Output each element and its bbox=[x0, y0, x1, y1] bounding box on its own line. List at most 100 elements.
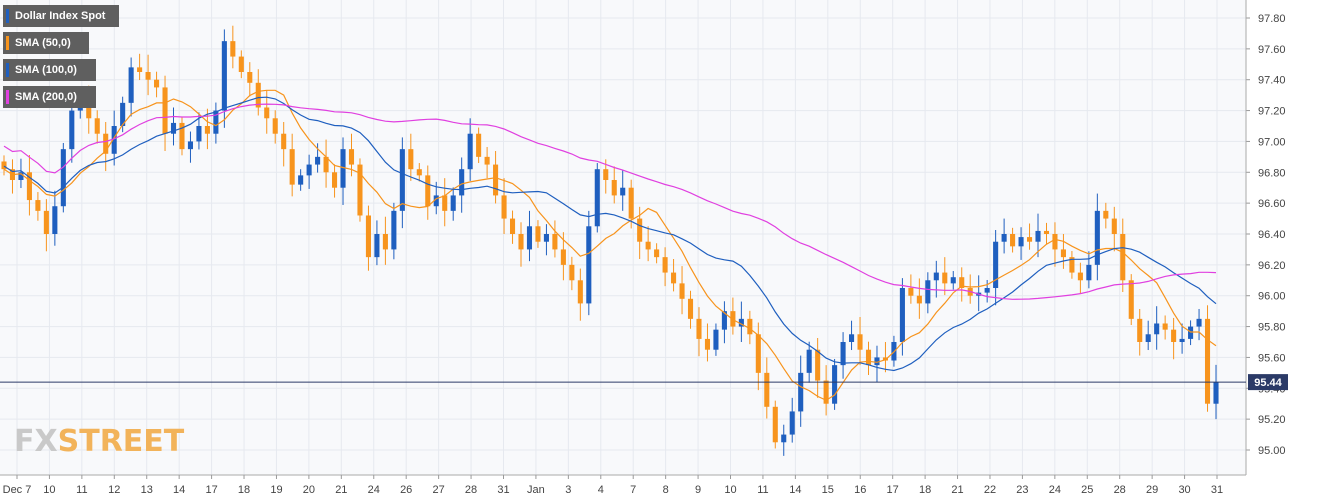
candle-body bbox=[713, 329, 719, 350]
current-price-marker: 95.44 bbox=[0, 374, 1288, 391]
candle-body bbox=[315, 156, 321, 165]
candle-body bbox=[162, 87, 168, 134]
candle-body bbox=[357, 164, 363, 216]
candle-body bbox=[772, 406, 778, 443]
legend-sma-100: SMA (100,0) bbox=[3, 59, 96, 81]
legend-swatch bbox=[6, 9, 9, 23]
candle-body bbox=[281, 133, 287, 150]
x-tick-label: 12 bbox=[108, 484, 120, 496]
legend-swatch bbox=[6, 63, 9, 77]
candle-body bbox=[1026, 237, 1033, 242]
x-tick-label: 9 bbox=[695, 484, 701, 496]
x-tick-label: 10 bbox=[43, 484, 55, 496]
candle-body bbox=[1120, 234, 1126, 281]
x-tick-label: 24 bbox=[1049, 484, 1061, 496]
candle-body bbox=[1128, 280, 1134, 319]
x-tick-label: 31 bbox=[1211, 484, 1223, 496]
candle-body bbox=[950, 277, 956, 284]
y-axis: 97.80 97.60 97.40 97.20 97.00 96.80 96.60 96.40… bbox=[1245, 0, 1286, 475]
x-tick-label: 14 bbox=[789, 484, 801, 496]
y-tick-label: 97.40 bbox=[1258, 75, 1286, 87]
candle-body bbox=[196, 126, 202, 142]
candle-body bbox=[662, 257, 668, 273]
x-tick-label: 7 bbox=[630, 484, 636, 496]
candle-body bbox=[86, 102, 92, 119]
y-tick-label: 96.00 bbox=[1258, 291, 1286, 303]
candle-body bbox=[925, 280, 931, 304]
candle-body bbox=[35, 200, 41, 211]
candle-body bbox=[1043, 230, 1050, 234]
candle-body bbox=[120, 102, 126, 126]
candle-body bbox=[1137, 318, 1143, 342]
logo-fx: FX bbox=[14, 424, 58, 459]
candle-body bbox=[738, 318, 744, 327]
candle-body bbox=[365, 215, 371, 258]
legend-label: SMA (200,0) bbox=[15, 91, 77, 103]
legend-label: Dollar Index Spot bbox=[15, 10, 106, 22]
candle-body bbox=[230, 41, 236, 57]
candle-body bbox=[798, 372, 804, 412]
candle-body bbox=[1103, 210, 1109, 219]
candle-body bbox=[933, 272, 939, 281]
candle-body bbox=[1145, 334, 1151, 342]
candle-body bbox=[1204, 318, 1211, 404]
x-tick-label: 17 bbox=[205, 484, 217, 496]
y-tick-label: 97.00 bbox=[1258, 136, 1286, 148]
candle-body bbox=[1154, 323, 1160, 335]
candle-body bbox=[145, 72, 151, 80]
candle-body bbox=[1111, 218, 1117, 234]
candle-body bbox=[501, 195, 507, 219]
candle-body bbox=[154, 79, 160, 88]
x-tick-label: 4 bbox=[598, 484, 604, 496]
candle-body bbox=[1060, 249, 1066, 258]
moving-averages bbox=[3, 89, 1217, 401]
y-tick-label: 96.40 bbox=[1258, 229, 1286, 241]
candle-body bbox=[704, 338, 711, 350]
x-tick-label: Jan bbox=[527, 484, 545, 496]
candle-body bbox=[840, 342, 846, 366]
candle-body bbox=[849, 334, 855, 342]
candle-body bbox=[687, 298, 694, 319]
candle-body bbox=[1162, 323, 1168, 330]
candle-body bbox=[1052, 234, 1058, 250]
x-tick-label: 11 bbox=[757, 484, 768, 496]
x-axis: Dec 7 10 11 12 13 14 17 18 19 20 21 24 26 27 28 31 Jan 3 4… bbox=[0, 474, 1246, 496]
candle-body bbox=[959, 277, 965, 288]
candle-body bbox=[628, 187, 634, 219]
candle-body bbox=[476, 133, 482, 157]
x-tick-label: 31 bbox=[497, 484, 509, 496]
candle-body bbox=[332, 172, 338, 188]
x-tick-label: 15 bbox=[822, 484, 834, 496]
candle-body bbox=[535, 226, 541, 242]
candle-body bbox=[399, 149, 405, 211]
candle-body bbox=[272, 118, 278, 134]
candle-body bbox=[60, 149, 66, 207]
candle-body bbox=[221, 41, 227, 111]
candle-body bbox=[637, 218, 643, 242]
candle-body bbox=[789, 411, 795, 435]
x-tick-label: 11 bbox=[76, 484, 87, 496]
candle-body bbox=[69, 110, 75, 150]
candle-body bbox=[52, 206, 58, 234]
x-tick-label: Dec 7 bbox=[3, 484, 32, 496]
candle-body bbox=[679, 283, 685, 299]
candle-body bbox=[459, 169, 465, 196]
candle-body bbox=[569, 264, 575, 281]
candle-body bbox=[993, 241, 999, 288]
candle-body bbox=[187, 141, 194, 150]
candle-body bbox=[1213, 382, 1219, 404]
candles bbox=[1, 25, 1219, 456]
candle-body bbox=[382, 234, 388, 250]
candle-body bbox=[899, 288, 905, 342]
candle-body bbox=[1171, 329, 1177, 342]
candle-body bbox=[323, 156, 329, 173]
x-tick-label: 17 bbox=[887, 484, 899, 496]
y-tick-label: 95.80 bbox=[1258, 322, 1286, 334]
candle-body bbox=[425, 175, 431, 207]
candle-body bbox=[1179, 338, 1185, 342]
candle-body bbox=[543, 234, 549, 242]
candle-body bbox=[1018, 237, 1024, 247]
x-tick-label: 20 bbox=[303, 484, 315, 496]
candle-body bbox=[1094, 210, 1100, 265]
